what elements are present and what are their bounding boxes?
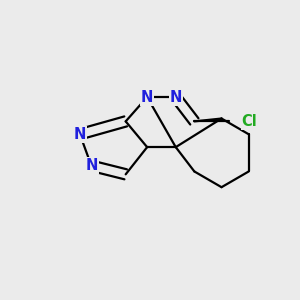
Text: N: N (169, 90, 182, 105)
Text: N: N (74, 127, 86, 142)
Text: N: N (141, 90, 153, 105)
Text: N: N (85, 158, 98, 173)
Text: Cl: Cl (242, 114, 257, 129)
